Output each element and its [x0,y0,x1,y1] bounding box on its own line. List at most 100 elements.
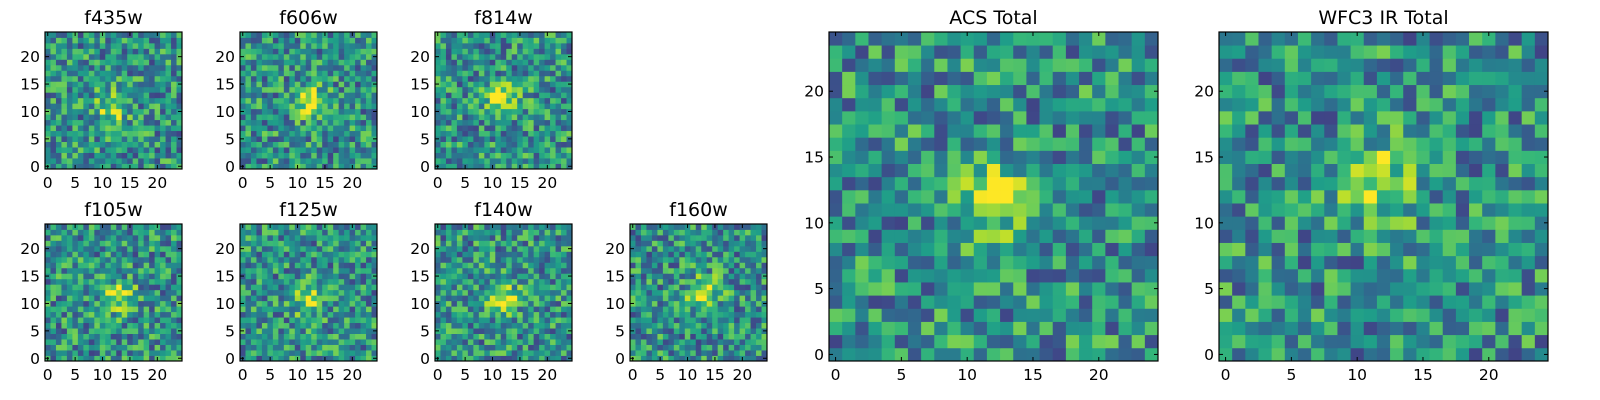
heatmap-cell [761,251,768,258]
heatmap-cell [761,322,768,329]
heatmap-cell [986,189,1001,204]
heatmap-cell [327,262,334,269]
heatmap-cell [456,97,463,104]
heatmap-cell [294,147,301,153]
heatmap-cell [143,141,150,148]
heatmap-cell [55,344,62,351]
heatmap-cell [484,81,491,88]
heatmap-cell [701,317,708,324]
heatmap-cell [456,81,463,88]
heatmap-cell [132,273,139,280]
heatmap-cell [72,92,79,99]
heatmap-cell [435,322,441,329]
heatmap-cell [539,284,545,291]
heatmap-cell [245,224,252,230]
heatmap-cell [88,130,95,137]
heatmap-cell [165,130,172,137]
heatmap-cell [143,350,150,356]
heatmap-cell [349,97,356,104]
heatmap-cell [473,333,480,340]
heatmap-cell [739,344,746,351]
heatmap-cell [45,70,51,77]
heatmap-cell [717,251,724,258]
heatmap-cell [506,295,513,302]
heatmap-cell [278,224,285,230]
heatmap-cell [66,229,73,236]
heatmap-cell [305,103,312,110]
heatmap-cell [445,125,452,132]
y-tick-label: 0 [30,350,40,368]
heatmap-cell [289,141,296,148]
heatmap-cell [842,282,856,296]
heatmap-cell [176,284,183,291]
heatmap-cell [371,344,378,351]
heatmap-cell [355,251,361,258]
heatmap-cell [300,42,307,49]
heatmap-cell [484,119,491,126]
heatmap-cell [149,339,155,345]
heatmap-cell [349,53,356,60]
heatmap-cell [311,256,318,263]
heatmap-cell [489,339,496,345]
heatmap-cell [657,295,664,302]
heatmap-cell [88,42,95,49]
heatmap-cell [250,262,257,269]
heatmap-cell [165,300,172,307]
heatmap-cell [511,344,518,351]
heatmap-cell [278,333,285,340]
heatmap-cell [695,278,702,285]
heatmap-cell [245,108,252,115]
heatmap-cell [272,119,279,126]
heatmap-cell [500,339,507,345]
heatmap-cell [121,328,128,334]
heatmap-cell [366,328,372,334]
heatmap-cell [506,130,513,137]
heatmap-cell [478,267,485,274]
heatmap-cell [739,245,746,252]
heatmap-cell [528,289,535,296]
heatmap-cell [750,300,757,307]
heatmap-cell [484,108,491,115]
heatmap-cell [462,350,469,356]
heatmap-cell [240,158,246,164]
heatmap-cell [462,92,469,99]
heatmap-cell [467,300,474,307]
heatmap-cell [99,333,106,340]
heatmap-cell [842,150,856,164]
heatmap-cell [371,64,378,71]
heatmap-cell [528,86,535,93]
heatmap-cell [440,81,447,88]
heatmap-cell [366,229,372,236]
heatmap-cell [555,136,562,142]
heatmap-cell [550,64,556,71]
heatmap-cell [517,256,524,263]
heatmap-cell [522,267,529,274]
heatmap-cell [728,256,735,263]
heatmap-cell [149,103,155,110]
heatmap-cell [456,119,463,126]
heatmap-cell [673,284,680,291]
heatmap-cell [360,289,367,296]
heatmap-cell [121,92,128,99]
heatmap-cell [555,130,562,137]
heatmap-cell [294,81,301,88]
heatmap-cell [1065,163,1080,178]
heatmap-cell [544,42,551,49]
heatmap-cell [539,158,545,164]
heatmap-cell [478,234,485,241]
heatmap-cell [679,240,686,247]
heatmap-cell [333,256,340,263]
heatmap-cell [657,234,664,241]
heatmap-cell [267,147,274,153]
heatmap-cell [881,176,896,191]
heatmap-cell [267,64,274,71]
heatmap-cell [333,267,340,274]
heatmap-cell [94,355,101,362]
heatmap-cell [338,295,345,302]
heatmap-cell [66,64,73,71]
heatmap-cell [338,344,345,351]
panel-title: f814w [474,7,533,29]
heatmap-cell [245,158,252,164]
heatmap-cell [99,245,106,252]
